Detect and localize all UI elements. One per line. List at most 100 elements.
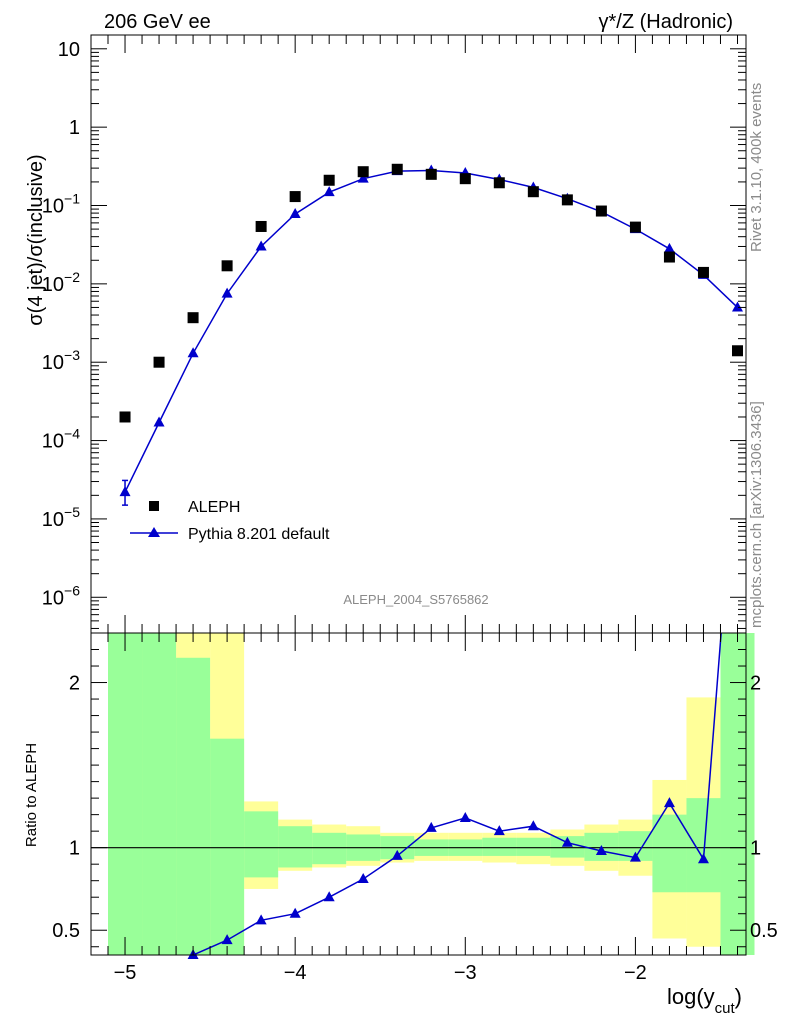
data-point xyxy=(425,168,437,180)
ratio-point xyxy=(561,836,573,847)
mc-point xyxy=(153,416,165,427)
data-point xyxy=(323,174,335,186)
data-point xyxy=(527,186,539,198)
x-axis-label-sub: cut xyxy=(715,1000,736,1017)
y-tick-label: 10−6 xyxy=(42,582,80,609)
data-point xyxy=(663,251,675,263)
ratio-panel: 2 2 1 1 0.5 0.5 −5 −4 −3 −2 xyxy=(52,632,778,984)
data-point xyxy=(255,220,267,232)
site-label: mcplots.cern.ch [arXiv:1306.3436] xyxy=(748,401,765,628)
y-tick-label: 10−5 xyxy=(42,504,80,531)
mc-point xyxy=(221,287,233,298)
data-point xyxy=(595,205,607,217)
y-tick-label-base: 10 xyxy=(42,587,64,609)
uncertainty-band-inner xyxy=(244,811,279,878)
uncertainty-band-inner xyxy=(550,836,585,858)
ratio-y-tick-label-left: 0.5 xyxy=(52,920,80,942)
ratio-point xyxy=(221,934,233,945)
ratio-y-tick-label-right: 2 xyxy=(750,673,761,695)
data-point xyxy=(493,177,505,189)
uncertainty-band-inner xyxy=(210,738,245,955)
data-point xyxy=(221,260,233,272)
ratio-point xyxy=(595,844,607,855)
data-point xyxy=(561,194,573,206)
ratio-point xyxy=(697,853,709,864)
rivet-label: Rivet 3.1.10, 400k events xyxy=(748,83,765,252)
ratio-point xyxy=(663,797,675,808)
x-tick-label: −3 xyxy=(454,962,477,984)
y-tick-label-exp: −1 xyxy=(64,191,80,207)
y-tick-label-base: 10 xyxy=(42,431,64,453)
header-right: γ*/Z (Hadronic) xyxy=(599,11,733,33)
ratio-point xyxy=(459,811,471,822)
ratio-y-tick-label-right: 1 xyxy=(750,838,761,860)
ratio-point xyxy=(289,907,301,918)
x-axis-label-main: log(y xyxy=(667,984,715,1009)
ratio-y-tick-label-right: 0.5 xyxy=(750,920,778,942)
y-tick-label: 10−2 xyxy=(42,269,80,296)
mc-point xyxy=(289,207,301,218)
legend-data-label: ALEPH xyxy=(188,499,240,516)
y-tick-label-exp: −2 xyxy=(64,269,80,285)
ratio-point xyxy=(391,849,403,860)
x-axis-label: log(ycut) xyxy=(667,984,742,1017)
y-tick-label-base: 10 xyxy=(42,274,64,296)
mc-point xyxy=(663,242,675,253)
x-tick-label: −2 xyxy=(624,962,647,984)
data-point xyxy=(697,266,709,278)
uncertainty-band-inner xyxy=(686,798,721,893)
analysis-label: ALEPH_2004_S5765862 xyxy=(343,592,488,607)
y-tick-label-base: 10 xyxy=(42,196,64,218)
y-tick-label-base: 10 xyxy=(42,352,64,374)
mc-point xyxy=(255,240,267,251)
data-point xyxy=(153,356,165,368)
uncertainty-band-inner xyxy=(278,826,313,868)
legend-mc-marker xyxy=(148,527,160,537)
data-point xyxy=(187,312,199,324)
uncertainty-band-inner xyxy=(142,633,177,955)
uncertainty-band-inner xyxy=(176,657,211,955)
data-point xyxy=(731,345,743,357)
y-tick-label: 10 xyxy=(58,39,80,61)
y-tick-label-exp: −4 xyxy=(64,426,80,442)
ratio-frame xyxy=(90,632,747,956)
data-point xyxy=(289,191,301,203)
uncertainty-band-inner xyxy=(720,633,755,955)
y-tick-label: 10−4 xyxy=(42,426,80,453)
data-point xyxy=(629,221,641,233)
ratio-y-tick-label-left: 2 xyxy=(69,673,80,695)
y-tick-label-exp: −5 xyxy=(64,504,80,520)
data-point xyxy=(119,411,131,423)
mc-point xyxy=(187,347,199,358)
mc-point xyxy=(731,301,743,312)
data-point xyxy=(391,163,403,175)
y-tick-label-exp: −3 xyxy=(64,347,80,363)
data-point xyxy=(357,166,369,178)
mc-point xyxy=(357,172,369,183)
header-left: 206 GeV ee xyxy=(104,11,211,33)
ratio-point xyxy=(357,873,369,884)
ratio-point xyxy=(493,825,505,836)
y-tick-label: 10−1 xyxy=(42,191,80,218)
y-tick-label: 1 xyxy=(69,117,80,139)
x-tick-label: −5 xyxy=(114,962,137,984)
uncertainty-band-inner xyxy=(312,832,347,865)
y-tick-label: 10−3 xyxy=(42,347,80,374)
ratio-point xyxy=(255,914,267,925)
top-y-axis-label: σ(4 jet)/σ(inclusive) xyxy=(25,154,47,325)
ratio-point xyxy=(527,820,539,831)
y-tick-label-base: 10 xyxy=(42,509,64,531)
legend-data-marker xyxy=(149,501,159,511)
uncertainty-band-inner xyxy=(516,837,551,856)
uncertainty-band-inner xyxy=(652,814,687,893)
ratio-point xyxy=(425,821,437,832)
uncertainty-band-inner xyxy=(482,837,517,856)
ratio-point xyxy=(323,891,335,902)
x-tick-label: −4 xyxy=(284,962,307,984)
bottom-y-axis-label: Ratio to ALEPH xyxy=(23,743,40,847)
ratio-point xyxy=(629,851,641,862)
x-axis-label-close: ) xyxy=(735,984,742,1009)
mc-point xyxy=(119,486,131,497)
data-point xyxy=(459,173,471,185)
